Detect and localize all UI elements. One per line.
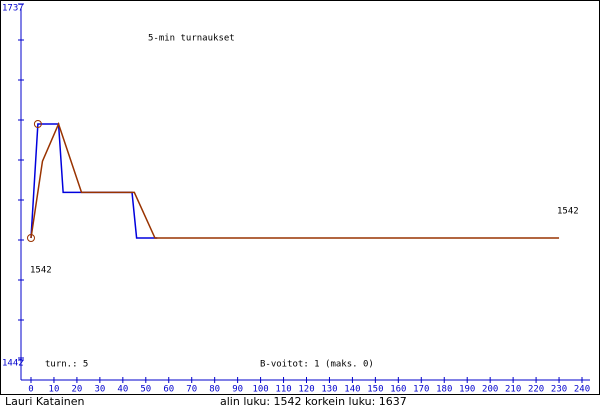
x-tick-label: 0: [28, 385, 33, 395]
annotation: turn.: 5: [45, 360, 88, 370]
y-tick-label: 1442: [2, 359, 24, 369]
x-tick-label: 30: [94, 385, 105, 395]
x-tick-label: 60: [163, 385, 174, 395]
y-tick-label: 1737: [2, 4, 24, 14]
x-tick-label: 190: [459, 385, 475, 395]
x-tick-label: 130: [321, 385, 337, 395]
x-tick-label: 210: [505, 385, 521, 395]
x-tick-label: 50: [140, 385, 151, 395]
x-tick-label: 80: [209, 385, 220, 395]
line: [30, 121, 560, 239]
annotation: 1542: [30, 266, 52, 276]
x-tick-label: 240: [574, 385, 590, 395]
x-tick-label: 230: [551, 385, 567, 395]
frame: [0, 0, 600, 395]
x-tick-label: 170: [413, 385, 429, 395]
x-tick-label: 160: [390, 385, 406, 395]
x-tick-label: 180: [436, 385, 452, 395]
x-tick-label: 10: [49, 385, 60, 395]
x-tick-label: 40: [117, 385, 128, 395]
x-tick-label: 200: [482, 385, 498, 395]
x-tick-label: 100: [252, 385, 268, 395]
x-tick-label: 140: [344, 385, 360, 395]
x-tick-label: 120: [298, 385, 314, 395]
stats: alin luku: 1542 korkein luku: 1637: [220, 395, 407, 408]
annotation: B-voitot: 1 (maks. 0): [260, 360, 374, 370]
x-tick-label: 70: [186, 385, 197, 395]
chart-title: 5-min turnaukset: [148, 34, 235, 44]
marker: [27, 234, 35, 242]
x-tick-label: 220: [528, 385, 544, 395]
x-tick-label: 90: [232, 385, 243, 395]
marker: [33, 120, 42, 128]
x-tick-label: 20: [71, 385, 82, 395]
line: [30, 123, 158, 239]
player-name: Lauri Katainen: [5, 395, 85, 408]
x-tick-label: 150: [367, 385, 383, 395]
annotation: 1542: [557, 207, 579, 217]
x-tick-label: 110: [275, 385, 291, 395]
